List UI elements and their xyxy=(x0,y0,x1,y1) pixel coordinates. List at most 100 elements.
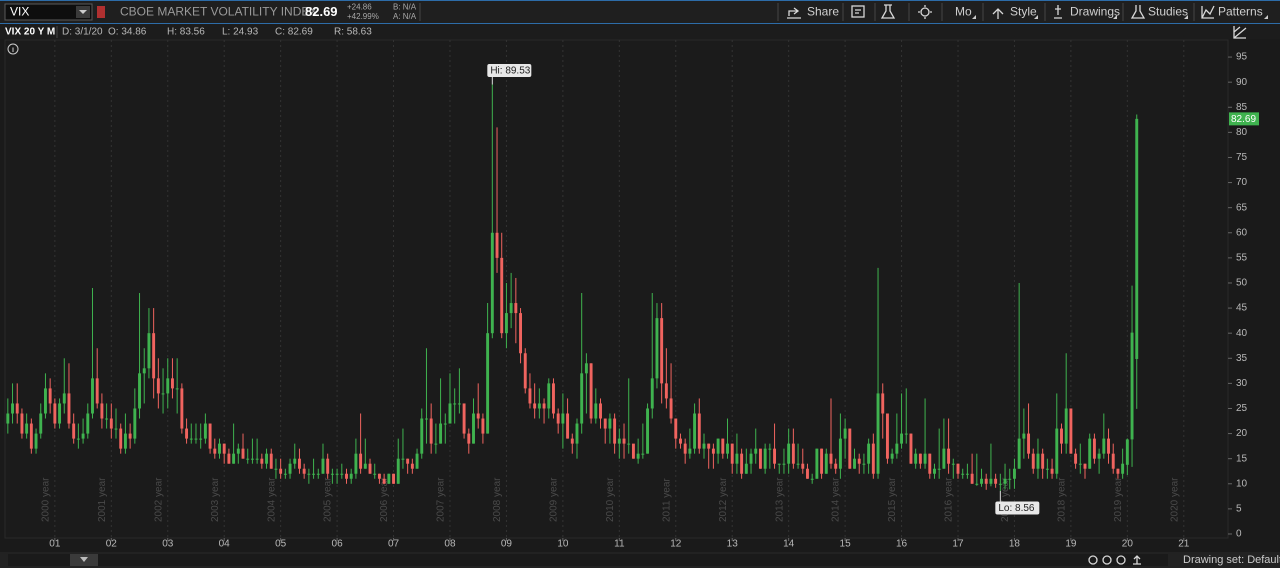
year-label: 2003 year xyxy=(210,477,221,522)
candle-body xyxy=(189,438,193,440)
bid: B: N/A xyxy=(393,3,417,12)
candle-body xyxy=(947,448,951,464)
year-label: 2015 year xyxy=(887,477,898,522)
link-icon[interactable] xyxy=(97,6,105,18)
candle-body xyxy=(895,443,899,454)
year-label: 2007 year xyxy=(436,477,447,522)
candle-body xyxy=(203,423,207,439)
candle-body xyxy=(838,438,842,469)
candle-body xyxy=(81,433,85,439)
candle-body xyxy=(857,458,861,464)
candle-body xyxy=(185,428,189,439)
studies-button[interactable]: Studies xyxy=(1130,5,1188,19)
year-label: 2009 year xyxy=(549,477,560,522)
info-date: D: 3/1/20 xyxy=(62,27,103,38)
zoom-out-button[interactable] xyxy=(1102,555,1112,565)
candle-body xyxy=(76,438,80,440)
symbol-input[interactable] xyxy=(4,3,93,21)
description: CBOE MARKET VOLATILITY INDEX xyxy=(120,5,317,19)
candle-body xyxy=(349,473,353,479)
pan-button[interactable] xyxy=(1088,555,1098,565)
reset-button[interactable] xyxy=(1133,555,1141,565)
y-tick-label: 30 xyxy=(1236,378,1248,389)
candle-body xyxy=(1064,408,1068,444)
x-tick-label: 01 xyxy=(49,539,61,550)
candle-body xyxy=(801,463,805,469)
x-tick-label: 11 xyxy=(614,539,625,550)
candle-body xyxy=(815,448,819,479)
chart-settings: VIX 20 Y M xyxy=(5,27,55,38)
drawings-button[interactable]: Drawings xyxy=(1054,5,1120,19)
candle-body xyxy=(820,448,824,474)
candle-body xyxy=(575,423,579,444)
year-label: 2019 year xyxy=(1113,477,1124,522)
candle-body xyxy=(763,448,767,469)
candle-body xyxy=(951,463,955,465)
candle-body xyxy=(721,438,725,454)
candle-body xyxy=(773,448,777,464)
candle-body xyxy=(942,448,946,469)
candle-body xyxy=(787,443,791,464)
scroll-arrow xyxy=(80,557,88,562)
mode-button[interactable]: Mo xyxy=(955,5,976,19)
candle-body xyxy=(91,378,94,414)
grid-icon xyxy=(851,5,865,18)
corner-arrow xyxy=(1264,15,1268,19)
candle-body xyxy=(472,413,475,444)
candle-body xyxy=(288,463,292,474)
candle-body xyxy=(443,423,447,425)
candle-body xyxy=(862,463,866,465)
settings-button[interactable] xyxy=(920,7,930,17)
zoom-in-button[interactable] xyxy=(1116,555,1126,565)
candle-body xyxy=(523,353,527,389)
candle-body xyxy=(1036,453,1040,469)
year-label: 2001 year xyxy=(97,477,108,522)
style-icon xyxy=(992,8,1004,19)
candle-body xyxy=(599,403,602,419)
candle-body xyxy=(415,453,419,469)
candle-body xyxy=(194,438,198,440)
candle-body xyxy=(236,448,240,454)
candle-body xyxy=(260,458,264,464)
candle-body xyxy=(335,473,339,475)
button-label: Drawings xyxy=(1070,5,1120,19)
flask-button[interactable] xyxy=(880,4,896,19)
y-tick-label: 55 xyxy=(1236,253,1248,264)
candle-body xyxy=(20,413,24,434)
style-button[interactable]: Style xyxy=(992,5,1038,19)
candle-body xyxy=(1031,453,1035,469)
candle-body xyxy=(909,433,913,464)
button-label: Share xyxy=(807,5,839,19)
info-icon[interactable] xyxy=(7,43,19,55)
candle-body xyxy=(853,458,856,469)
candle-body xyxy=(34,433,38,449)
candle-body xyxy=(312,473,316,475)
candle-body xyxy=(688,448,692,454)
candle-body xyxy=(363,463,367,469)
candle-body xyxy=(1125,439,1129,465)
candle-body xyxy=(100,403,104,419)
button-label: Patterns xyxy=(1218,5,1263,19)
candle-body xyxy=(806,468,809,479)
y-tick-label: 10 xyxy=(1236,478,1248,489)
patterns-button[interactable]: Patterns xyxy=(1201,5,1268,19)
x-tick-label: 15 xyxy=(840,539,852,550)
candle-body xyxy=(650,378,654,409)
price-label-box xyxy=(1229,112,1259,126)
axis-tool-icon[interactable] xyxy=(1233,26,1247,39)
share-button[interactable]: Share xyxy=(787,5,839,19)
x-tick-label: 21 xyxy=(1178,539,1190,550)
y-tick-label: 85 xyxy=(1236,102,1248,113)
grid-button[interactable] xyxy=(851,5,865,18)
candle-body xyxy=(796,463,800,465)
candle-body xyxy=(749,453,753,464)
candle-body xyxy=(43,388,47,414)
candle-body xyxy=(359,453,363,469)
candle-body xyxy=(697,413,701,449)
candle-body xyxy=(1050,468,1054,474)
toolbar xyxy=(0,0,1280,24)
x-tick-label: 03 xyxy=(162,539,174,550)
candle-body xyxy=(410,463,414,469)
year-label: 2016 year xyxy=(944,477,955,522)
x-tick-label: 14 xyxy=(783,539,795,550)
